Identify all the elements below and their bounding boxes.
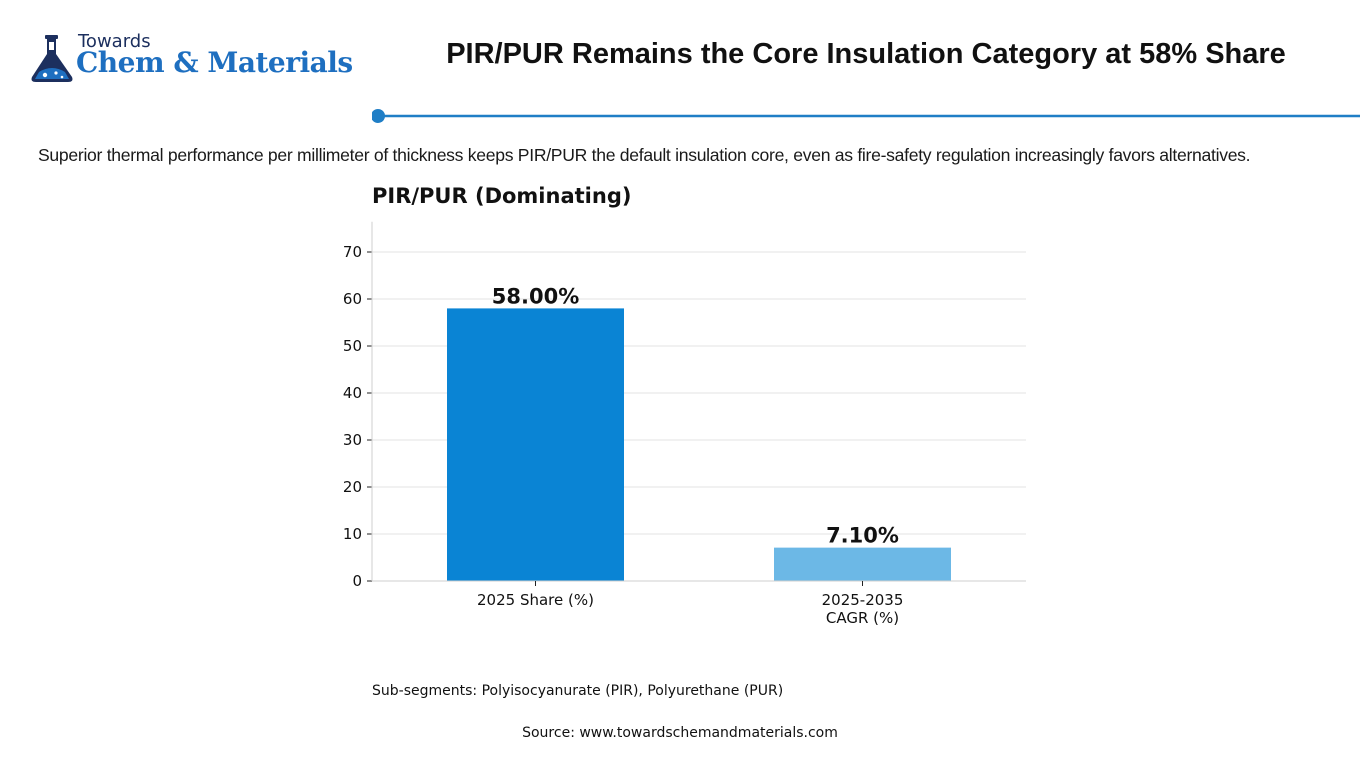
- page-subtitle: Superior thermal performance per millime…: [38, 145, 1251, 165]
- chart-area: PIR/PUR (Dominating) 0 10 20 30 40 50 60 70 2025…: [0, 170, 1360, 650]
- bar: [447, 308, 624, 581]
- axes: 0 10 20 30 40 50 60 70 2025 Share (%) 2025-2035CA…: [343, 221, 1026, 627]
- labels: 58.00% 7.10%: [492, 284, 899, 547]
- y-tick-label: 60: [343, 290, 362, 308]
- chart-title: PIR/PUR (Dominating): [372, 184, 631, 208]
- subsegments-note: Sub-segments: Polyisocyanurate (PIR), Po…: [372, 683, 784, 699]
- bar-value-label: 7.10%: [826, 524, 899, 548]
- brand-logo: Towards Chem & Materials: [28, 30, 358, 86]
- y-tick-label: 30: [343, 431, 362, 449]
- y-tick-label: 50: [343, 337, 362, 355]
- flask-icon: [31, 35, 73, 82]
- bar: [774, 547, 951, 581]
- bar-chart: PIR/PUR (Dominating) 0 10 20 30 40 50 60 70 2025…: [343, 184, 1026, 627]
- x-tick-label: 2025 Share (%): [477, 591, 594, 609]
- x-tick-label: CAGR (%): [826, 609, 899, 627]
- divider-dot: [372, 109, 385, 123]
- y-tick-label: 70: [343, 243, 362, 261]
- y-tick-label: 40: [343, 384, 362, 402]
- source-note: Source: www.towardschemandmaterials.com: [522, 725, 838, 741]
- title-divider: [372, 109, 1360, 123]
- page-title: PIR/PUR Remains the Core Insulation Cate…: [446, 38, 1286, 70]
- y-tick-label: 0: [352, 572, 362, 590]
- logo-text-large: Chem & Materials: [76, 46, 353, 79]
- y-tick-label: 20: [343, 478, 362, 496]
- bar-value-label: 58.00%: [492, 284, 579, 308]
- y-tick-label: 10: [343, 525, 362, 543]
- logo-text-small: Towards: [78, 31, 151, 52]
- bars: [447, 308, 951, 581]
- x-tick-label: 2025-2035: [822, 591, 904, 609]
